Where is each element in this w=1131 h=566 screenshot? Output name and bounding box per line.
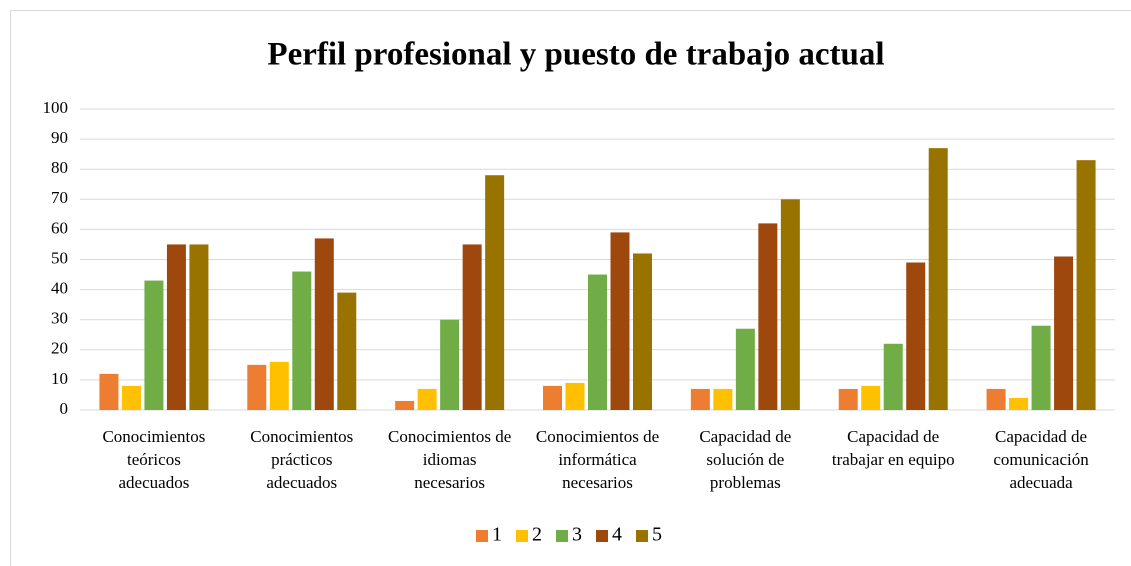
bar — [269, 361, 289, 410]
x-tick-label: Capacidad de comunicación adecuada — [993, 427, 1089, 492]
bar — [1054, 256, 1074, 410]
bar — [1031, 325, 1051, 410]
bar — [735, 328, 755, 410]
bar — [1009, 397, 1029, 410]
y-tick-label: 100 — [43, 98, 69, 117]
bar — [166, 244, 186, 410]
legend-label: 3 — [572, 524, 582, 546]
bar — [610, 232, 630, 410]
legend-label: 1 — [492, 524, 502, 546]
y-tick-label: 70 — [51, 188, 68, 207]
bar — [713, 388, 733, 410]
bar — [485, 175, 505, 410]
y-tick-label: 40 — [51, 279, 68, 298]
bar — [780, 199, 800, 410]
bar — [883, 343, 903, 410]
x-tick-label: Conocimientos teóricos adecuados — [102, 427, 206, 492]
legend-swatch — [516, 530, 528, 542]
bar — [395, 400, 415, 410]
bar — [314, 238, 334, 410]
y-tick-label: 80 — [51, 158, 68, 177]
x-tick-label: Capacidad de solución de problemas — [699, 427, 792, 492]
bar — [838, 388, 858, 410]
y-tick-label: 60 — [51, 218, 68, 237]
legend-label: 5 — [652, 524, 662, 546]
x-tick-label: Conocimientos de informática necesarios — [535, 427, 660, 492]
x-tick-label: Conocimientos de idiomas necesarios — [388, 427, 512, 492]
bar — [986, 388, 1006, 410]
bar — [1076, 160, 1096, 410]
legend-swatch — [636, 530, 648, 542]
bar — [99, 373, 119, 410]
y-tick-label: 30 — [51, 309, 68, 328]
bar — [121, 385, 141, 410]
chart-border — [10, 10, 1131, 566]
y-tick-label: 0 — [60, 399, 69, 418]
x-tick-label: Capacidad de trabajar en equipo — [831, 427, 955, 469]
bar — [906, 262, 926, 410]
bar — [417, 388, 437, 410]
legend-swatch — [476, 530, 488, 542]
legend-label: 4 — [612, 524, 622, 546]
y-tick-label: 90 — [51, 128, 68, 147]
bar — [247, 364, 267, 410]
bar — [440, 319, 460, 410]
bar — [690, 388, 710, 410]
bar — [588, 274, 607, 410]
x-tick-label: Conocimientos prácticos adecuados — [250, 427, 354, 492]
legend-swatch — [556, 530, 568, 542]
bar — [928, 148, 948, 410]
y-tick-label: 20 — [51, 339, 68, 358]
bar — [543, 385, 562, 410]
legend-label: 2 — [532, 524, 542, 546]
bar — [337, 292, 357, 410]
bar — [144, 280, 164, 410]
bar — [758, 223, 778, 410]
legend-swatch — [596, 530, 608, 542]
bar — [189, 244, 209, 410]
bar — [633, 253, 652, 410]
y-tick-label: 50 — [51, 248, 68, 267]
bar — [292, 271, 312, 410]
bar — [565, 382, 585, 410]
bar — [861, 385, 881, 410]
chart-title: Perfil profesional y puesto de trabajo a… — [267, 37, 884, 73]
y-tick-label: 10 — [51, 369, 68, 388]
bar — [462, 244, 482, 410]
